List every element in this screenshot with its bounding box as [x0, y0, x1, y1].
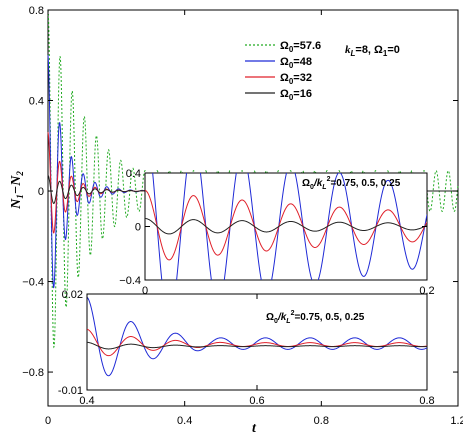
inset-2-series: [87, 296, 427, 377]
inset-2-series-line: [87, 328, 427, 357]
x-tick-label: 0.6: [249, 395, 264, 407]
inset-1-series-line: [152, 173, 427, 280]
y-tick-label: −0.4: [22, 277, 44, 289]
y-tick-label: -0.01: [58, 385, 83, 397]
legend-entry: Ω0=48: [280, 56, 312, 70]
legend: Ω0=57.6 Ω0=48 Ω0=32 Ω0=16: [245, 40, 321, 102]
x-tick-label: 0.8: [419, 395, 434, 407]
inset-1-series-line: [145, 217, 427, 235]
y-tick-label: 0: [38, 186, 44, 198]
x-tick-label: 0.8: [314, 415, 329, 427]
y-tick-label: 0.02: [62, 289, 83, 301]
parameter-annotation: kL=8, Ω1=0: [345, 44, 400, 58]
y-tick-label: −0.8: [22, 367, 44, 379]
inset-2: 0.4 0.6 0.8 -0.01 0.02 Ω0/kL2=0.75, 0.5, 0.2…: [58, 289, 435, 407]
inset-1-ticks: 0 0.2−0.400.4: [119, 168, 434, 297]
main-ticks: 0 0.4 0.8 1.2−0.8−0.400.40.8: [22, 5, 463, 427]
y-axis-label: N1−N2: [9, 171, 25, 210]
legend-entry: Ω0=57.6: [280, 40, 321, 54]
x-axis-label: t: [252, 421, 257, 436]
inset-1-frame: [144, 172, 428, 281]
inset-1: 0 0.2−0.400.4 Ω0/kL2=0.75, 0.5, 0.25: [119, 168, 434, 297]
y-tick-label: 0.4: [126, 168, 141, 180]
x-tick-label: 0: [142, 285, 148, 297]
inset-1-series: [145, 173, 427, 280]
inset-1-annotation: Ω0/kL2=0.75, 0.5, 0.25: [302, 176, 401, 191]
x-tick-label: 0: [45, 415, 51, 427]
y-tick-label: −0.4: [119, 275, 141, 287]
legend-entry: Ω0=32: [280, 72, 312, 86]
legend-entry: Ω0=16: [280, 88, 312, 102]
x-tick-label: 0.4: [177, 415, 192, 427]
x-tick-label: 1.2: [450, 415, 463, 427]
y-tick-label: 0: [135, 222, 141, 234]
x-tick-label: 0.4: [79, 395, 94, 407]
y-tick-label: 0.8: [29, 5, 44, 17]
inset-2-series-line: [87, 341, 427, 350]
inset-2-ticks: 0.4 0.6 0.8 -0.01 0.02: [58, 289, 435, 407]
y-tick-label: 0.4: [29, 96, 44, 108]
inset-2-annotation: Ω0/kL2=0.75, 0.5, 0.25: [266, 310, 365, 325]
inset-1-series-line: [145, 189, 427, 261]
